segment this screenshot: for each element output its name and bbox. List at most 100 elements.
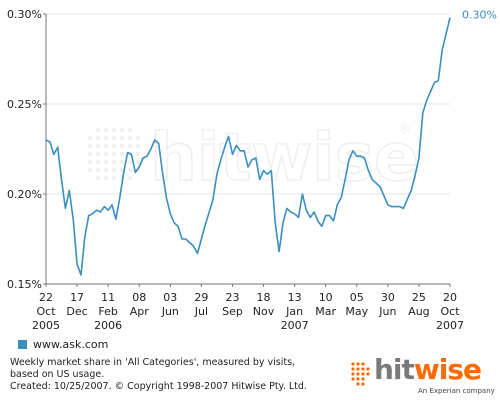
x-tick-month: May: [345, 305, 368, 318]
watermark-dot: [87, 167, 93, 173]
x-tick-month: Mar: [315, 305, 336, 318]
hitwise-logo: hitwise An Experian company: [350, 353, 495, 398]
watermark-dot: [103, 151, 109, 157]
x-tick-month: Nov: [253, 305, 275, 318]
footer-note: Weekly market share in 'All Categories',…: [10, 357, 307, 393]
x-tick-day: 30: [381, 291, 395, 304]
x-tick-day: 18: [257, 291, 271, 304]
watermark-dot: [103, 143, 109, 149]
x-tick-day: 05: [350, 291, 364, 304]
watermark-dots-icon: [87, 127, 141, 181]
end-value-label: 0.30%: [462, 9, 497, 22]
x-tick-month: Feb: [98, 305, 117, 318]
y-tick-label: 0.20%: [7, 188, 42, 201]
watermark-dot: [111, 127, 117, 133]
watermark-dot: [111, 151, 117, 157]
brand-wise: wise: [413, 353, 482, 386]
x-tick-day: 22: [39, 291, 53, 304]
brand-tagline: An Experian company: [418, 387, 495, 395]
footer-line-3: Created: 10/25/2007. © Copyright 1998-20…: [10, 381, 307, 392]
watermark-dot: [95, 175, 101, 181]
watermark-dot: [87, 151, 93, 157]
axes: [43, 13, 451, 287]
x-tick-month: Oct: [440, 305, 460, 318]
brand-hit: hit: [374, 353, 415, 386]
watermark-dot: [135, 143, 141, 149]
watermark-dot: [95, 127, 101, 133]
watermark-dot: [95, 167, 101, 173]
x-tick-day: 29: [194, 291, 208, 304]
watermark-dot: [95, 143, 101, 149]
series-line-ask: [45, 17, 451, 276]
watermark-dot: [127, 175, 133, 181]
watermark-text: hitwise: [150, 119, 419, 196]
watermark-registered: ®: [398, 122, 411, 137]
watermark-dot: [95, 159, 101, 165]
watermark-dot: [87, 135, 93, 141]
watermark-dot: [111, 143, 117, 149]
watermark-dot: [103, 167, 109, 173]
watermark-dot: [111, 159, 117, 165]
x-tick-day: 13: [288, 291, 302, 304]
watermark-dot: [127, 127, 133, 133]
watermark-dot: [119, 151, 125, 157]
watermark-dot: [111, 135, 117, 141]
watermark-dot: [87, 159, 93, 165]
x-tick-day: 23: [225, 291, 239, 304]
hitwise-watermark: hitwise ®: [87, 118, 420, 197]
watermark-dot: [135, 135, 141, 141]
watermark-dot: [103, 127, 109, 133]
x-tick-year: 2007: [436, 319, 464, 332]
x-tick-labels: 22Oct200517Dec11Feb200608Apr03Jun29Jul23…: [32, 291, 464, 332]
watermark-dot: [119, 143, 125, 149]
watermark-dot: [103, 159, 109, 165]
watermark-dot: [135, 159, 141, 165]
x-tick-month: Apr: [130, 305, 150, 318]
x-tick-month: Jul: [194, 305, 208, 318]
x-tick-year: 2005: [32, 319, 60, 332]
watermark-dot: [127, 135, 133, 141]
x-tick-year: 2007: [281, 319, 309, 332]
legend-label: www.ask.com: [33, 338, 109, 351]
x-tick-month: Jun: [161, 305, 179, 318]
watermark-dot: [127, 159, 133, 165]
watermark-dot: [87, 143, 93, 149]
watermark-dot: [119, 135, 125, 141]
y-tick-label: 0.15%: [7, 278, 42, 291]
watermark-dot: [103, 135, 109, 141]
y-tick-labels: 0.30% 0.25% 0.20% 0.15%: [7, 8, 42, 291]
footer-line-2: based on US usage.: [10, 369, 105, 380]
y-tick-label: 0.30%: [7, 8, 42, 21]
x-tick-year: 2006: [94, 319, 122, 332]
x-tick-day: 11: [101, 291, 115, 304]
watermark-dot: [135, 151, 141, 157]
x-tick-day: 03: [163, 291, 177, 304]
watermark-dot: [111, 175, 117, 181]
x-tick-month: Dec: [66, 305, 87, 318]
x-tick-day: 25: [412, 291, 426, 304]
x-tick-month: Jun: [378, 305, 396, 318]
footer-line-1: Weekly market share in 'All Categories',…: [10, 357, 296, 368]
watermark-dot: [95, 135, 101, 141]
x-tick-month: Jan: [285, 305, 303, 318]
hitwise-dots-icon: [351, 362, 370, 386]
x-tick-day: 20: [443, 291, 457, 304]
watermark-dot: [103, 175, 109, 181]
x-tick-day: 08: [132, 291, 146, 304]
watermark-dot: [119, 127, 125, 133]
watermark-dot: [119, 159, 125, 165]
x-tick-month: Aug: [408, 305, 429, 318]
hitwise-wordmark: hitwise: [374, 353, 482, 386]
chart: hitwise ® 0.30%0.25%0.20%0.15% 22Oct2005…: [7, 8, 497, 332]
x-tick-month: Oct: [36, 305, 56, 318]
y-tick-label: 0.25%: [7, 98, 42, 111]
legend: www.ask.com: [18, 338, 108, 351]
x-tick-day: 17: [70, 291, 84, 304]
watermark-dot: [95, 151, 101, 157]
watermark-dot: [127, 167, 133, 173]
watermark-dot: [119, 167, 125, 173]
legend-swatch: [18, 340, 27, 349]
x-tick-day: 10: [319, 291, 333, 304]
watermark-dot: [127, 143, 133, 149]
watermark-dot: [111, 167, 117, 173]
